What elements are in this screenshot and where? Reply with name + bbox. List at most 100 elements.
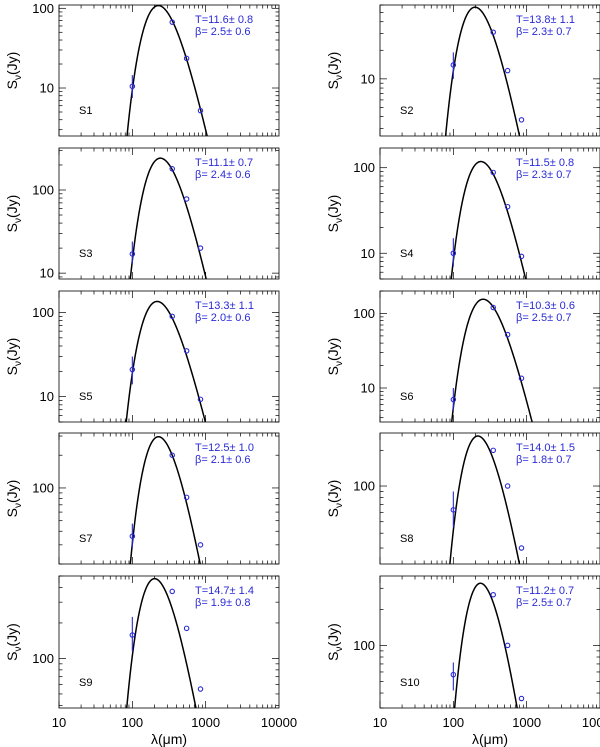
fit-annotation: T=11.2± 0.7 (516, 585, 574, 597)
plot-frame (379, 147, 600, 280)
y-tick-label: 10 (361, 246, 375, 261)
y-axis-label: Sν(Jy) (4, 480, 24, 518)
source-name: S8 (400, 533, 413, 545)
data-point (518, 253, 525, 260)
panel-s4: 10 100 Sν(Jy) S4 T=11.5± 0.8β= 2.3± 0.7 (325, 147, 600, 280)
y-axis-label: Sν(Jy) (325, 480, 345, 518)
y-tick-label: 100 (353, 160, 375, 175)
data-point (169, 313, 175, 320)
x-axis-label: λ(μm) (151, 731, 187, 747)
y-tick-label: 100 (32, 182, 54, 197)
fit-annotation: β= 2.5± 0.7 (516, 312, 571, 324)
x-axis-label: λ(μm) (472, 731, 508, 747)
data-point (490, 447, 496, 454)
x-tick-label: 1000 (191, 715, 220, 730)
data-point (197, 107, 204, 114)
fit-annotation: β= 2.5± 0.6 (195, 26, 250, 38)
data-point (518, 117, 525, 123)
y-tick-label: 10 (361, 381, 375, 396)
x-tick-label: 10000 (582, 715, 600, 730)
plot-frame (58, 575, 280, 709)
x-tick-label: 10 (52, 715, 66, 730)
data-point (129, 533, 136, 539)
y-axis-label: Sν(Jy) (4, 195, 24, 233)
plot-frame (379, 4, 600, 137)
panel-s8: 100 Sν(Jy) S8 T=14.0± 1.5β= 1.8± 0.7 (325, 432, 600, 565)
data-point (169, 588, 175, 595)
data-point (518, 695, 525, 702)
fit-annotation: β= 2.3± 0.7 (516, 26, 571, 38)
source-name: S5 (79, 391, 92, 403)
y-tick-label: 100 (32, 480, 54, 495)
panel-s3: 10 100 Sν(Jy) S3 T=11.1± 0.7β= 2.4± 0.6 (4, 147, 280, 281)
panel-s9: 100 Sν(Jy) S9 T=14.7± 1.4β= 1.9± 0.8 10 100 10… (4, 575, 297, 747)
data-point (504, 483, 511, 489)
panel-s10: 100 Sν(Jy) S10 T=11.2± 0.7β= 2.5± 0.7 10 100 1… (325, 575, 600, 747)
data-point (504, 203, 511, 210)
plot-frame (379, 432, 600, 565)
fit-annotation: T=12.5± 1.0 (195, 442, 254, 454)
y-tick-label: 100 (32, 305, 54, 320)
y-tick-label: 100 (353, 479, 375, 494)
data-point (169, 166, 175, 172)
plot-frame (379, 575, 600, 709)
plot-frame (58, 4, 280, 137)
data-point (129, 366, 136, 373)
x-tick-label: 100 (442, 715, 464, 730)
data-point (183, 196, 190, 202)
y-tick-label: 100 (32, 651, 54, 666)
fit-annotation: T=13.3± 1.1 (195, 300, 254, 312)
y-tick-label: 100 (353, 638, 375, 653)
fit-curve (125, 577, 197, 708)
data-point (490, 29, 496, 35)
source-name: S6 (400, 391, 413, 403)
source-name: S10 (400, 677, 420, 689)
x-tick-label: 10 (373, 715, 387, 730)
y-tick-label: 10 (40, 81, 54, 96)
data-point (490, 591, 496, 598)
fit-curve (129, 157, 207, 279)
source-name: S3 (79, 248, 92, 260)
data-point (450, 396, 457, 403)
data-point (450, 62, 457, 68)
plot-frame (379, 290, 600, 423)
data-point (504, 67, 511, 74)
panel-s2: 10 Sν(Jy) S2 T=13.8± 1.1β= 2.3± 0.7 (325, 4, 600, 137)
x-tick-label: 100 (121, 715, 143, 730)
fit-annotation: T=13.8± 1.1 (516, 14, 575, 26)
data-point (169, 19, 175, 25)
y-tick-label: 10 (361, 71, 375, 86)
fit-annotation: T=11.1± 0.7 (195, 157, 253, 169)
fit-annotation: T=11.5± 0.8 (516, 157, 574, 169)
data-point (129, 632, 136, 638)
source-name: S4 (400, 248, 413, 260)
data-point (504, 331, 511, 338)
fit-annotation: β= 2.3± 0.7 (516, 169, 571, 181)
data-point (169, 452, 175, 458)
source-name: S7 (79, 533, 92, 545)
fit-annotation: T=11.6± 0.8 (195, 14, 253, 26)
fit-annotation: β= 2.4± 0.6 (195, 169, 250, 181)
fit-curve (125, 300, 207, 422)
source-name: S9 (79, 677, 92, 689)
fit-annotation: β= 2.1± 0.6 (195, 454, 250, 466)
y-tick-label: 100 (32, 1, 54, 16)
fit-annotation: β= 2.5± 0.7 (516, 597, 571, 609)
fit-annotation: β= 2.0± 0.6 (195, 312, 250, 324)
data-point (490, 304, 496, 311)
y-axis-label: Sν(Jy) (325, 52, 345, 90)
data-point (197, 542, 204, 548)
data-point (450, 507, 457, 513)
y-tick-label: 10 (40, 389, 54, 404)
y-axis-label: Sν(Jy) (325, 195, 345, 233)
data-point (450, 671, 457, 678)
data-point (129, 251, 136, 257)
fit-annotation: T=14.0± 1.5 (516, 442, 575, 454)
data-point (197, 396, 204, 403)
source-name: S1 (79, 105, 92, 117)
y-tick-label: 10 (40, 266, 54, 281)
x-tick-label: 10000 (261, 715, 297, 730)
panel-s1: 10 100 Sν(Jy) S1 T=11.6± 0.8β= 2.5± 0.6 (4, 1, 280, 137)
data-point (129, 83, 136, 90)
